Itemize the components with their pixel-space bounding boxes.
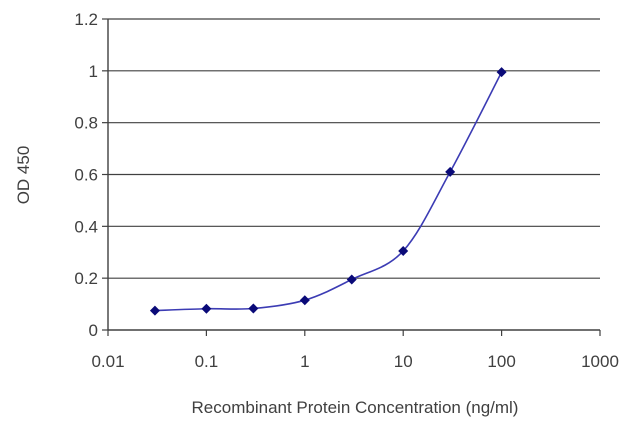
y-tick-label: 0.6 [74,166,98,185]
y-tick-label: 0.2 [74,269,98,288]
data-point [496,67,507,78]
x-tick-label: 1 [300,352,309,371]
data-point [398,245,409,256]
x-tick-label: 1000 [581,352,619,371]
axis-layer [102,18,601,336]
x-tick-label: 0.1 [195,352,219,371]
series-line [154,71,503,312]
data-point [445,166,456,177]
data-point [346,274,357,285]
y-tick-label: 0.4 [74,217,98,236]
x-tick-label: 10 [394,352,413,371]
grid-layer [108,18,600,279]
y-tick-label: 0 [89,321,98,340]
x-tick-label: 100 [487,352,515,371]
y-tick-label: 0.8 [74,114,98,133]
data-point [149,305,160,316]
y-axis-title: OD 450 [14,146,33,205]
x-tick-label: 0.01 [91,352,124,371]
x-axis-title: Recombinant Protein Concentration (ng/ml… [192,398,519,417]
series-layer [149,67,507,316]
data-point [299,295,310,306]
data-point [201,303,212,314]
y-tick-label: 1 [89,62,98,81]
label-layer: 0 0.2 0.4 0.6 0.8 1 1.2 0.01 0.1 1 10 100 1000 [74,10,619,371]
y-tick-label: 1.2 [74,10,98,29]
data-point [248,303,259,314]
